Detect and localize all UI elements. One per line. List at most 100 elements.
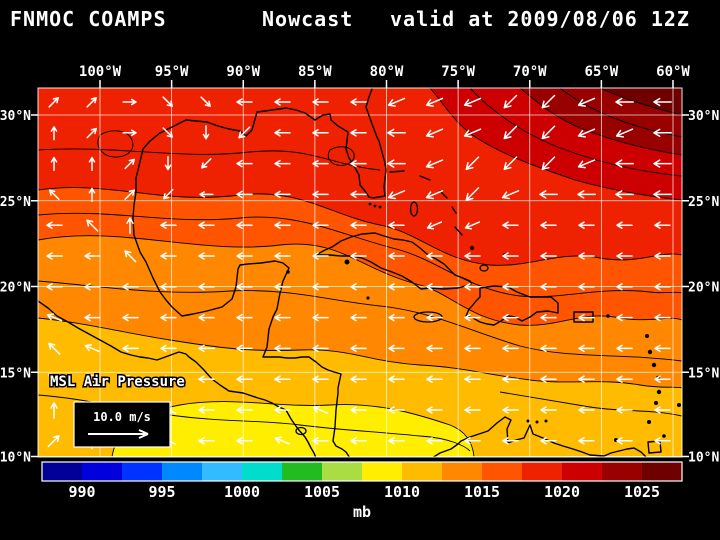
wind-arrow <box>312 98 329 106</box>
lon-label: 70°W <box>513 64 547 80</box>
wind-arrow <box>615 190 634 199</box>
wind-arrow <box>426 283 443 291</box>
wind-arrow <box>387 159 406 168</box>
wind-arrow <box>654 221 671 229</box>
isobar-line <box>499 391 682 417</box>
island-outline <box>409 201 419 217</box>
wind-arrow <box>578 252 595 260</box>
colorbar-segment <box>42 462 82 481</box>
wind-arrow <box>426 344 443 353</box>
msl-pressure-label: MSL Air Pressure <box>50 374 185 390</box>
wind-arrow <box>162 96 173 107</box>
wind-arrow <box>274 406 291 414</box>
wind-arrow <box>541 125 556 140</box>
wind-arrow <box>312 437 329 445</box>
wind-arrow <box>124 189 135 200</box>
wind-arrow <box>86 219 99 232</box>
wind-legend-arrow <box>88 429 149 439</box>
wind-arrow <box>198 406 215 414</box>
wind-arrow <box>199 191 214 198</box>
colorbar-segment <box>402 462 442 481</box>
wind-arrow <box>654 313 671 322</box>
lat-label-left: 10°N <box>0 451 31 466</box>
wind-arrow <box>577 97 596 107</box>
isobar-line <box>38 280 682 362</box>
wind-arrow <box>653 190 672 199</box>
wind-arrow <box>503 94 518 109</box>
wind-arrow <box>387 128 406 137</box>
lat-label-left: 15°N <box>0 366 31 381</box>
wind-arrow <box>274 190 291 199</box>
wind-arrow <box>350 190 367 199</box>
wind-arrow <box>426 437 443 445</box>
wind-arrow <box>540 406 557 414</box>
wind-arrow <box>198 375 215 383</box>
coastline <box>451 206 457 214</box>
lon-label: 90°W <box>226 64 260 80</box>
wind-arrow <box>654 283 671 291</box>
title-valid: valid at 2009/08/06 12Z <box>390 7 690 31</box>
colorbar-segment <box>362 462 402 481</box>
wind-arrow <box>502 252 519 260</box>
island-outline <box>295 426 307 436</box>
wind-arrow <box>162 127 173 138</box>
wind-arrow <box>615 159 634 168</box>
wind-arrow <box>578 344 595 353</box>
wind-arrow <box>577 128 596 138</box>
wind-arrow <box>274 375 291 383</box>
wind-arrow <box>312 221 329 229</box>
colorbar-segment <box>442 462 482 481</box>
isobar-line <box>38 212 682 298</box>
wind-arrow <box>464 283 481 291</box>
wind-arrow <box>616 252 633 260</box>
wind-arrow <box>198 221 215 229</box>
wind-arrow <box>312 252 329 260</box>
wind-arrow <box>388 375 405 383</box>
lon-label: 65°W <box>585 64 619 80</box>
island-dot <box>366 296 370 300</box>
wind-arrow <box>540 221 557 229</box>
wind-arrow <box>616 344 633 353</box>
wind-arrow <box>160 283 177 291</box>
colorbar-tick-label: 1005 <box>304 483 340 501</box>
wind-arrow <box>350 129 367 137</box>
wind-arrow <box>312 375 329 383</box>
wind-arrow <box>312 190 329 199</box>
wind-arrow <box>236 406 253 414</box>
wind-arrow <box>350 313 367 322</box>
wind-arrow <box>88 187 96 202</box>
wind-arrow <box>48 373 61 386</box>
island-dot <box>344 259 350 265</box>
coastline <box>389 170 405 173</box>
wind-arrow <box>48 97 59 108</box>
wind-arrow <box>464 313 481 322</box>
wind-arrow <box>388 252 405 260</box>
wind-arrow <box>50 126 58 141</box>
wind-arrow <box>653 128 672 137</box>
colorbar-tick-label: 1000 <box>224 483 260 501</box>
wind-arrow <box>350 344 367 353</box>
wind-arrow <box>425 190 444 200</box>
map-frame <box>37 87 683 458</box>
wind-arrow <box>388 406 405 414</box>
coastline <box>315 232 472 290</box>
island-dot <box>535 420 539 424</box>
wind-arrow <box>463 128 482 138</box>
island-dot <box>654 401 658 405</box>
island-dot <box>470 246 474 250</box>
wind-arrow <box>653 159 672 168</box>
wind-arrow <box>540 283 557 291</box>
wind-arrow <box>312 129 329 137</box>
wind-arrow <box>274 283 291 291</box>
isobar-line <box>559 88 682 138</box>
wind-arrow <box>502 313 519 322</box>
wind-arrow <box>122 374 139 384</box>
coastline <box>454 226 463 236</box>
wind-arrow <box>236 375 253 383</box>
colorbar-segment <box>642 462 682 481</box>
wind-arrow <box>578 313 595 322</box>
axes: 100°W 95°W 90°W 85°W 80°W 75°W 70°W 65°W 60°W 30°… <box>0 64 719 466</box>
wind-arrow <box>350 252 367 260</box>
wind-arrow <box>46 283 63 291</box>
wind-arrow <box>387 190 406 200</box>
